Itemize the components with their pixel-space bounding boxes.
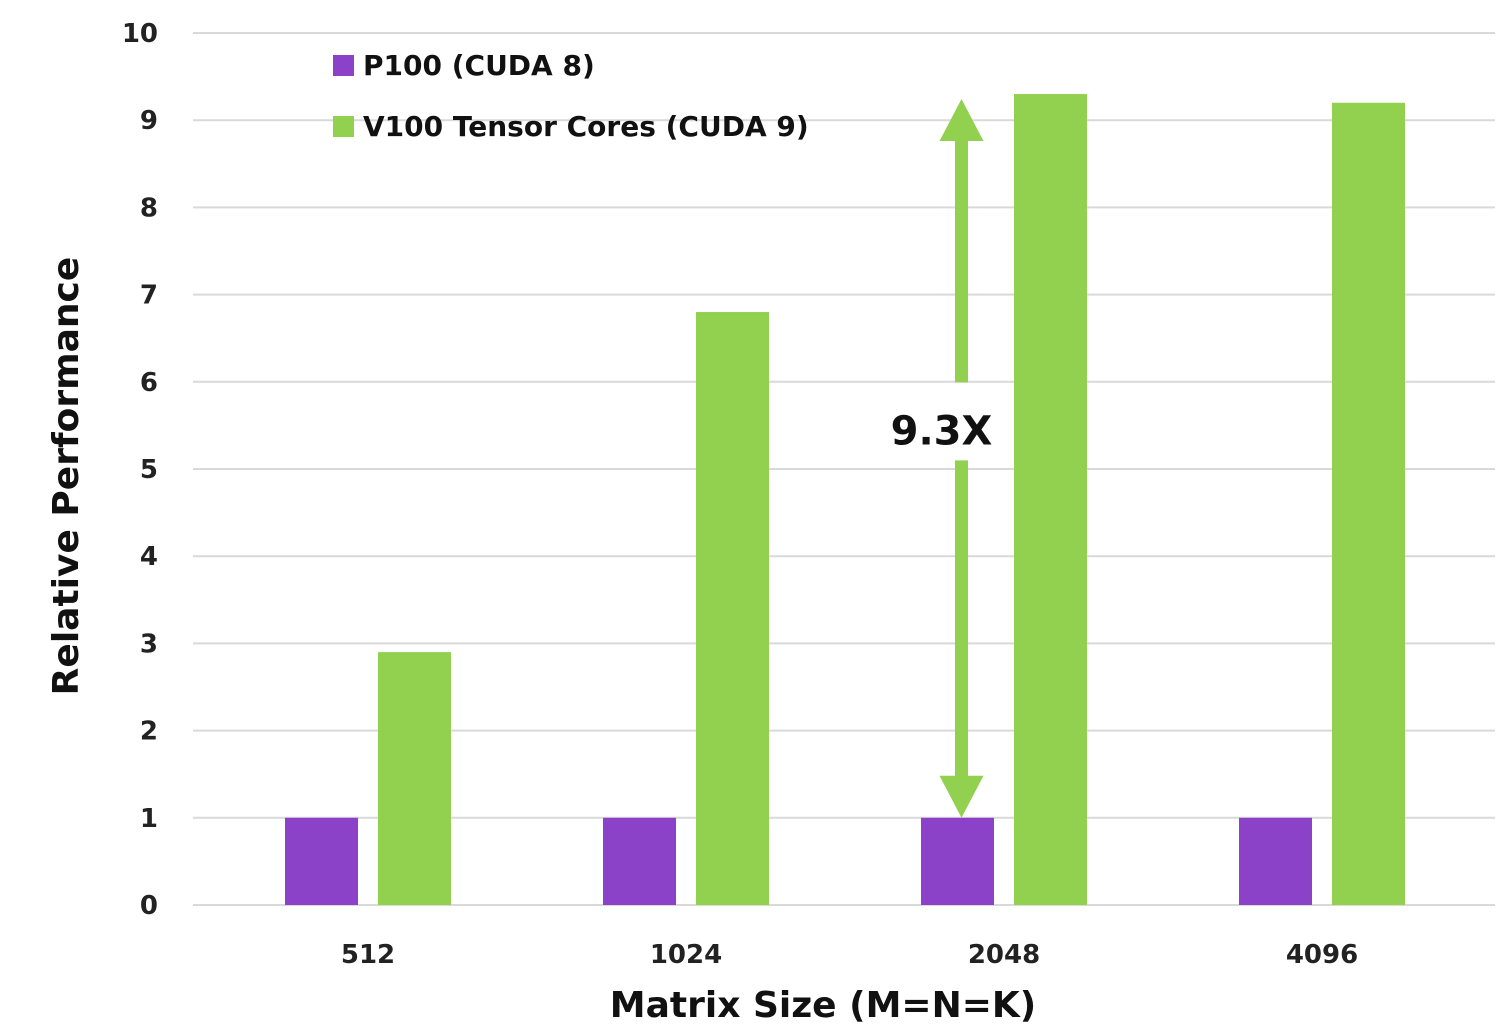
y-tick-label: 5	[140, 455, 158, 485]
legend-swatch-v100	[333, 116, 354, 137]
x-tick-label: 512	[341, 940, 395, 970]
annotation: 9.3X	[891, 99, 993, 818]
y-tick-label: 1	[140, 804, 158, 834]
legend-label-p100: P100 (CUDA 8)	[363, 49, 595, 82]
x-tick-label: 4096	[1286, 940, 1358, 970]
y-tick-label: 6	[140, 368, 158, 398]
bar-v100-1024	[696, 312, 769, 905]
x-tick-label: 1024	[650, 940, 722, 970]
annotation-arrowhead-down	[939, 775, 984, 818]
bar-p100-512	[285, 817, 358, 905]
y-tick-label: 0	[140, 891, 158, 921]
y-axis-title: Relative Performance	[46, 257, 87, 696]
bar-p100-1024	[603, 817, 676, 905]
x-axis-title: Matrix Size (M=N=K)	[610, 985, 1036, 1026]
bar-v100-512	[378, 652, 451, 905]
legend-swatch-p100	[333, 55, 354, 76]
annotation-shaft-upper	[955, 140, 968, 383]
bar-p100-2048	[921, 817, 994, 905]
y-tick-label: 9	[140, 106, 158, 136]
annotation-arrowhead-up	[939, 99, 984, 142]
annotation-label: 9.3X	[891, 408, 993, 454]
y-tick-label: 8	[140, 193, 158, 223]
x-axis-ticks: 512 1024 2048 4096	[341, 940, 1358, 970]
annotation-shaft-lower	[955, 460, 968, 777]
y-tick-label: 10	[122, 19, 158, 49]
legend: P100 (CUDA 8) V100 Tensor Cores (CUDA 9)	[333, 49, 809, 143]
y-tick-label: 3	[140, 629, 158, 659]
y-axis-ticks: 0 1 2 3 4 5 6 7 8 9 10	[122, 19, 158, 921]
y-tick-label: 2	[140, 717, 158, 747]
bar-v100-4096	[1332, 102, 1405, 905]
bar-p100-4096	[1239, 817, 1312, 905]
y-tick-label: 7	[140, 281, 158, 311]
bars	[285, 94, 1405, 906]
y-tick-label: 4	[140, 542, 158, 572]
bar-v100-2048	[1014, 94, 1087, 906]
legend-label-v100: V100 Tensor Cores (CUDA 9)	[363, 110, 809, 143]
x-tick-label: 2048	[968, 940, 1040, 970]
